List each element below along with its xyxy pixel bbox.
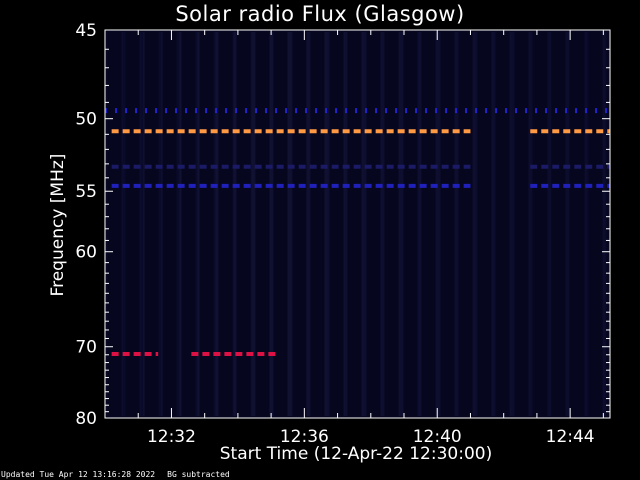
y-axis: 45 50 55 60 70 80 (75, 21, 610, 429)
x-tick-label: 12:40 (413, 427, 462, 447)
x-axis: 12:32 12:36 12:40 12:44 (104, 30, 604, 447)
y-tick-label: 70 (75, 338, 97, 358)
updated-timestamp: Updated Tue Apr 12 13:16:28 2022 (1, 470, 156, 479)
y-axis-label: Frequency [MHz] (48, 153, 68, 297)
y-tick-label: 45 (75, 21, 97, 41)
bg-note: BG subtracted (167, 470, 230, 479)
x-tick-label: 12:32 (147, 427, 196, 447)
y-tick-label: 80 (75, 409, 97, 429)
x-axis-label: Start Time (12-Apr-22 12:30:00) (219, 444, 493, 464)
footer: Updated Tue Apr 12 13:16:28 2022 BG subtr… (1, 470, 242, 479)
chart-title: Solar radio Flux (Glasgow) (175, 2, 465, 26)
x-tick-label: 12:44 (546, 427, 595, 447)
x-tick-label: 12:36 (280, 427, 329, 447)
plot-frame (104, 29, 611, 419)
emission-bands (105, 108, 610, 356)
y-tick-label: 50 (75, 110, 97, 130)
y-tick-label: 60 (75, 243, 97, 263)
y-tick-label: 55 (75, 182, 97, 202)
noise-streaks (106, 32, 607, 416)
plot-area (105, 30, 610, 418)
